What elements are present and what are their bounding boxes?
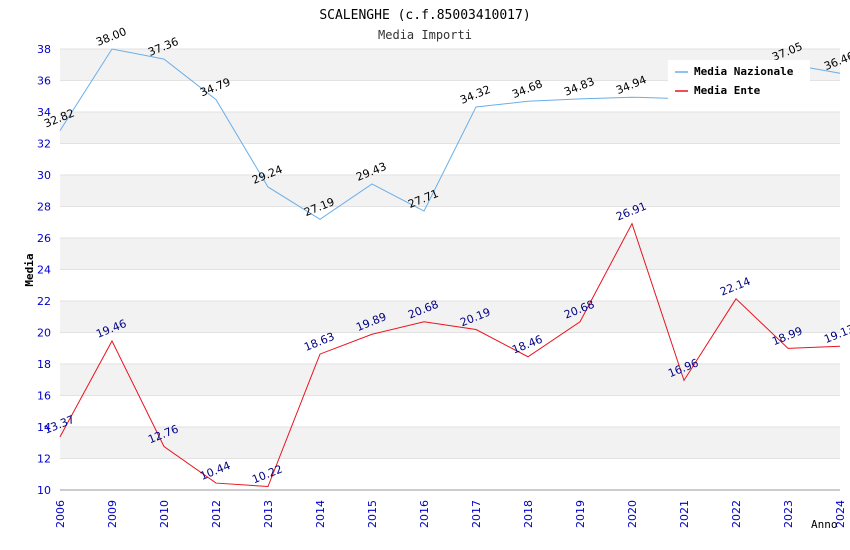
plot-band [60, 364, 840, 396]
x-tick-labels: 2006 2009 2010 2012 2013 2014 2015 2016 2017 2018… [54, 500, 847, 528]
y-tick-label: 32 [37, 138, 51, 151]
plot-band [60, 112, 840, 144]
series-line-media-ente [59, 222, 841, 488]
plot-bands [60, 49, 840, 490]
y-tick-labels: 10 12 14 16 18 20 22 24 26 28 30 32 34 36 38 [37, 43, 51, 497]
x-axis-label: Anno [811, 518, 838, 531]
y-tick-label: 18 [37, 358, 51, 371]
chart-title: SCALENGHE (c.f.85003410017) [319, 8, 530, 23]
y-tick-label: 34 [37, 106, 51, 119]
x-tick-label: 2018 [522, 500, 535, 528]
x-tick-label: 2020 [626, 500, 639, 528]
plot-band [60, 395, 840, 427]
y-tick-label: 20 [37, 327, 51, 340]
x-tick-label: 2006 [54, 500, 67, 528]
y-tick-label: 24 [37, 264, 51, 277]
y-axis-label: Media [23, 253, 36, 286]
x-tick-label: 2010 [158, 500, 171, 528]
legend-label-media-ente: Media Ente [694, 84, 761, 97]
y-tick-label: 16 [37, 390, 51, 403]
legend-label-media-nazionale: Media Nazionale [694, 65, 794, 78]
y-tick-label: 22 [37, 295, 51, 308]
plot-band [60, 427, 840, 459]
x-tick-label: 2015 [366, 500, 379, 528]
y-tick-label: 26 [37, 232, 51, 245]
x-tick-label: 2021 [678, 500, 691, 528]
x-tick-label: 2023 [782, 500, 795, 528]
grid-lines [60, 48, 840, 491]
y-tick-label: 14 [37, 421, 51, 434]
plot-band [60, 238, 840, 270]
x-tick-label: 2012 [210, 500, 223, 528]
plot-band [60, 332, 840, 364]
x-tick-label: 2022 [730, 500, 743, 528]
x-tick-label: 2009 [106, 500, 119, 528]
x-tick-label: 2013 [262, 500, 275, 528]
y-tick-label: 12 [37, 453, 51, 466]
legend: Media Nazionale Media Ente [668, 60, 810, 100]
y-tick-label: 38 [37, 43, 51, 56]
plot-band [60, 458, 840, 490]
plot-band [60, 301, 840, 333]
x-tick-label: 2016 [418, 500, 431, 528]
x-tick-label: 2024 [834, 500, 847, 528]
x-tick-label: 2019 [574, 500, 587, 528]
x-tick-label: 2014 [314, 500, 327, 528]
y-tick-label: 36 [37, 75, 51, 88]
data-label-media-nazionale: 38.00 [94, 25, 128, 49]
plot-band [60, 269, 840, 301]
plot-band [60, 175, 840, 207]
plot-band [60, 206, 840, 238]
chart-subtitle: Media Importi [378, 28, 472, 42]
y-tick-label: 30 [37, 169, 51, 182]
x-tick-label: 2017 [470, 500, 483, 528]
y-tick-label: 10 [37, 484, 51, 497]
legend-box [668, 60, 810, 100]
y-tick-label: 28 [37, 201, 51, 214]
